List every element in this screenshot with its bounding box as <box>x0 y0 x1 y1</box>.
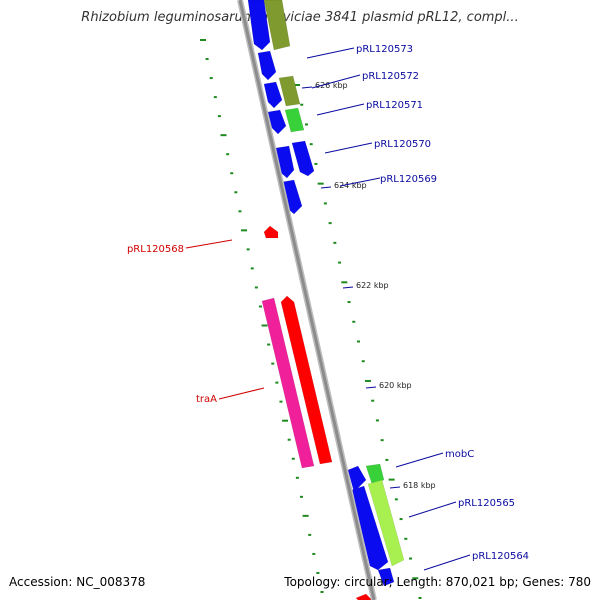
gene-arrow <box>257 50 277 81</box>
gene-arrow <box>267 109 287 135</box>
gene-label: traA <box>196 394 217 405</box>
tick-label: 626 kbp <box>315 81 348 90</box>
gene-label: pRL120570 <box>374 139 431 150</box>
gene-arrow <box>263 0 291 51</box>
gene-label-line <box>395 452 444 468</box>
gene-label-line <box>306 47 355 59</box>
gene-label: mobC <box>445 449 474 460</box>
gene-arrow <box>367 479 405 567</box>
gene-label: pRL120568 <box>127 244 184 255</box>
gene-label: pRL120571 <box>366 100 423 111</box>
gene-label-line <box>218 387 265 400</box>
gene-label-line <box>316 103 365 116</box>
gene-label: pRL120569 <box>380 174 437 185</box>
gene-arrow <box>291 140 315 177</box>
gene-features <box>247 0 405 600</box>
map-title: Rhizobium leguminosarum bv. viciae 3841 … <box>81 10 519 25</box>
gene-labels: pRL120573 pRL120572 pRL120571 pRL120570 pRL1… <box>127 44 529 571</box>
gene-label-line <box>339 177 381 187</box>
gene-label-line <box>311 74 361 89</box>
gene-label-line <box>408 501 457 518</box>
accession-text: Accession: NC_008378 <box>9 575 146 589</box>
tick-label: 618 kbp <box>403 481 436 490</box>
tick-dots <box>200 39 422 599</box>
gene-arrow <box>351 485 389 571</box>
backbone <box>237 0 377 600</box>
tick-label: 622 kbp <box>356 281 389 290</box>
gene-label: pRL120573 <box>356 44 413 55</box>
tick-label-line <box>342 286 354 289</box>
gene-arrow <box>347 465 367 493</box>
gene-arrow <box>278 75 301 107</box>
gene-label: pRL120565 <box>458 498 515 509</box>
gene-arrow <box>247 0 271 51</box>
gene-label: pRL120564 <box>472 551 529 562</box>
tick-label-line <box>365 386 377 389</box>
gene-label-line <box>185 239 233 249</box>
tick-labels: 626 kbp 624 kbp 622 kbp 620 kbp 618 kbp <box>301 81 436 490</box>
tick-label-line <box>301 86 313 89</box>
tick-label: 620 kbp <box>379 381 412 390</box>
gene-label: pRL120572 <box>362 71 419 82</box>
gene-arrow <box>261 297 315 469</box>
gene-arrow <box>280 295 333 465</box>
tick-label-line <box>389 486 401 489</box>
tick-label: 624 kbp <box>334 181 367 190</box>
gene-label-line <box>324 142 373 154</box>
backbone-line <box>238 0 376 600</box>
genome-stats-text: Topology: circular; Length: 870,021 bp; … <box>284 575 591 589</box>
gene-label-line <box>423 554 471 571</box>
tick-label-line <box>320 186 332 189</box>
gene-arrow <box>355 593 373 600</box>
gene-arrow <box>263 81 283 109</box>
gene-arrow <box>377 567 395 587</box>
gene-arrow <box>365 463 385 485</box>
gene-arrow <box>284 107 305 133</box>
gene-arrow <box>263 225 279 239</box>
